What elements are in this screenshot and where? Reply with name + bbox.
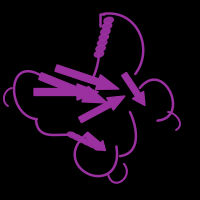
FancyArrow shape — [84, 132, 106, 150]
FancyArrow shape — [34, 84, 98, 100]
Ellipse shape — [93, 144, 101, 150]
FancyArrow shape — [122, 72, 145, 106]
Ellipse shape — [68, 132, 76, 138]
Ellipse shape — [97, 40, 107, 46]
Ellipse shape — [104, 17, 113, 24]
Ellipse shape — [102, 23, 112, 29]
FancyArrow shape — [55, 65, 119, 89]
Ellipse shape — [99, 34, 109, 40]
Ellipse shape — [78, 137, 86, 143]
Ellipse shape — [88, 142, 96, 148]
Ellipse shape — [94, 51, 104, 57]
Ellipse shape — [73, 134, 81, 140]
Ellipse shape — [96, 45, 105, 52]
FancyArrow shape — [79, 96, 125, 123]
FancyArrow shape — [39, 73, 108, 103]
Ellipse shape — [83, 139, 91, 145]
Ellipse shape — [101, 28, 110, 35]
